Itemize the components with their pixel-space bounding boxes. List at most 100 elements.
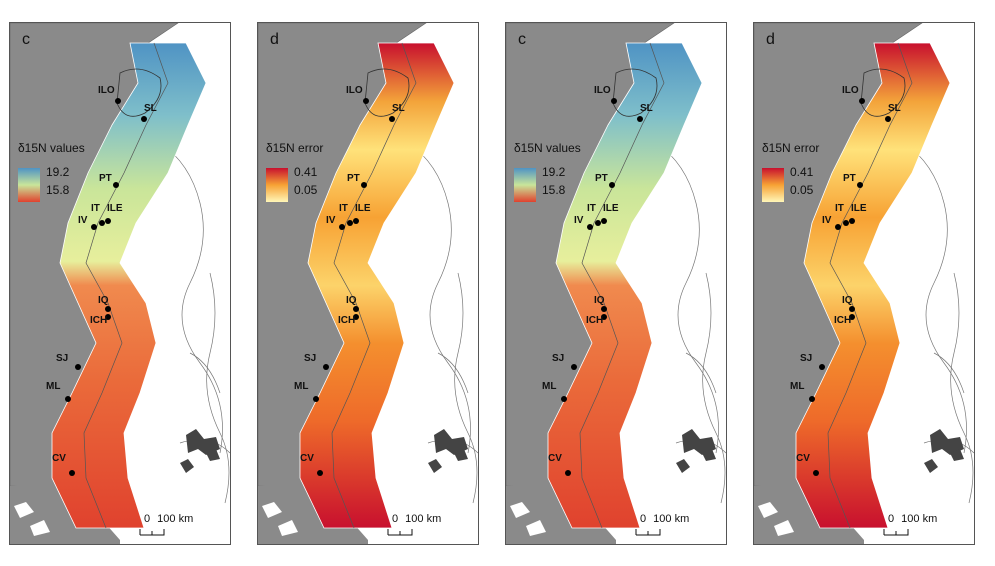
site-label-iv: IV xyxy=(78,215,88,226)
site-label-sj: SJ xyxy=(800,353,813,364)
site-label-ile: ILE xyxy=(603,203,619,214)
site-marker-iv xyxy=(587,224,593,230)
map-canvas xyxy=(506,23,726,544)
site-label-ile: ILE xyxy=(107,203,123,214)
site-label-ml: ML xyxy=(294,381,309,392)
legend-colorbar xyxy=(18,168,40,202)
site-label-sl: SL xyxy=(392,103,405,114)
island-shape xyxy=(428,449,468,473)
legend-max-value: 19.2 xyxy=(46,165,70,179)
site-label-ich: ICH xyxy=(338,315,356,326)
site-marker-pt xyxy=(113,182,119,188)
site-marker-ilo xyxy=(611,98,617,104)
scale-bar-label: 0 100 km xyxy=(888,513,937,525)
scale-distance: 100 km xyxy=(402,513,442,525)
site-label-pt: PT xyxy=(347,173,360,184)
site-marker-ich xyxy=(601,314,607,320)
legend-min-value: 0.05 xyxy=(294,183,318,197)
scale-bar xyxy=(883,529,909,536)
site-label-it: IT xyxy=(91,203,100,214)
site-label-iq: IQ xyxy=(842,295,853,306)
site-marker-iq xyxy=(105,306,111,312)
island-shape xyxy=(682,429,716,455)
site-marker-ile xyxy=(601,218,607,224)
site-marker-cv xyxy=(69,470,75,476)
site-marker-ilo xyxy=(363,98,369,104)
site-marker-ml xyxy=(65,396,71,402)
site-marker-pt xyxy=(609,182,615,188)
island-shape xyxy=(930,429,964,455)
lake-shapes xyxy=(262,502,298,536)
island-shape xyxy=(676,449,716,473)
legend-title: δ15N error xyxy=(762,141,820,155)
bay-outline xyxy=(116,68,162,117)
site-marker-ile xyxy=(353,218,359,224)
bay-outline xyxy=(860,68,906,117)
site-marker-ile xyxy=(105,218,111,224)
legend-min-value: 15.8 xyxy=(46,183,70,197)
site-label-ich: ICH xyxy=(90,315,108,326)
site-label-iv: IV xyxy=(326,215,336,226)
site-label-ilo: ILO xyxy=(346,85,363,96)
map-panel-d: d δ15N error 0.41 0.05 ILO SL PT IT ILE IV IQ ICH SJ… xyxy=(257,22,479,545)
island-shape xyxy=(186,429,220,455)
bay-outline xyxy=(364,68,410,117)
site-label-iv: IV xyxy=(574,215,584,226)
site-marker-ich xyxy=(849,314,855,320)
scale-zero: 0 xyxy=(144,513,151,525)
site-marker-ile xyxy=(849,218,855,224)
site-marker-sl xyxy=(389,116,395,122)
site-label-sl: SL xyxy=(144,103,157,114)
legend-colorbar xyxy=(514,168,536,202)
site-marker-ilo xyxy=(115,98,121,104)
island-shape xyxy=(180,449,220,473)
legend-title: δ15N error xyxy=(266,141,324,155)
site-marker-sl xyxy=(637,116,643,122)
site-label-ich: ICH xyxy=(586,315,604,326)
site-label-ile: ILE xyxy=(851,203,867,214)
island-shape xyxy=(924,449,964,473)
site-label-ml: ML xyxy=(790,381,805,392)
site-label-it: IT xyxy=(587,203,596,214)
site-marker-ml xyxy=(313,396,319,402)
site-label-it: IT xyxy=(339,203,348,214)
coastline xyxy=(83,42,169,529)
interpolation-band xyxy=(547,42,703,529)
panel-letter: d xyxy=(766,31,775,48)
scale-bar xyxy=(139,529,165,536)
site-marker-cv xyxy=(317,470,323,476)
scale-zero: 0 xyxy=(392,513,399,525)
map-panel-c: c δ15N values 19.2 15.8 ILO SL PT IT ILE IV IQ ICH S… xyxy=(9,22,231,545)
legend-colorbar xyxy=(762,168,784,202)
legend-max-value: 19.2 xyxy=(542,165,566,179)
site-label-sl: SL xyxy=(888,103,901,114)
map-canvas xyxy=(258,23,478,544)
scale-distance: 100 km xyxy=(898,513,938,525)
interpolation-band xyxy=(51,42,207,529)
site-marker-cv xyxy=(565,470,571,476)
interpolation-band xyxy=(795,42,951,529)
legend-colorbar xyxy=(266,168,288,202)
lake-shapes xyxy=(758,502,794,536)
site-label-iq: IQ xyxy=(346,295,357,306)
site-marker-sj xyxy=(323,364,329,370)
site-label-ml: ML xyxy=(542,381,557,392)
site-marker-ilo xyxy=(859,98,865,104)
site-marker-sl xyxy=(141,116,147,122)
site-label-ilo: ILO xyxy=(594,85,611,96)
site-label-it: IT xyxy=(835,203,844,214)
site-label-iq: IQ xyxy=(98,295,109,306)
lake-shapes xyxy=(14,502,50,536)
site-marker-iq xyxy=(601,306,607,312)
site-label-pt: PT xyxy=(595,173,608,184)
site-marker-iv xyxy=(835,224,841,230)
lake-shapes xyxy=(510,502,546,536)
island-shape xyxy=(434,429,468,455)
site-label-ilo: ILO xyxy=(842,85,859,96)
coastline xyxy=(331,42,417,529)
site-label-ile: ILE xyxy=(355,203,371,214)
scale-bar xyxy=(635,529,661,536)
site-marker-iv xyxy=(91,224,97,230)
site-marker-sj xyxy=(75,364,81,370)
site-label-pt: PT xyxy=(843,173,856,184)
